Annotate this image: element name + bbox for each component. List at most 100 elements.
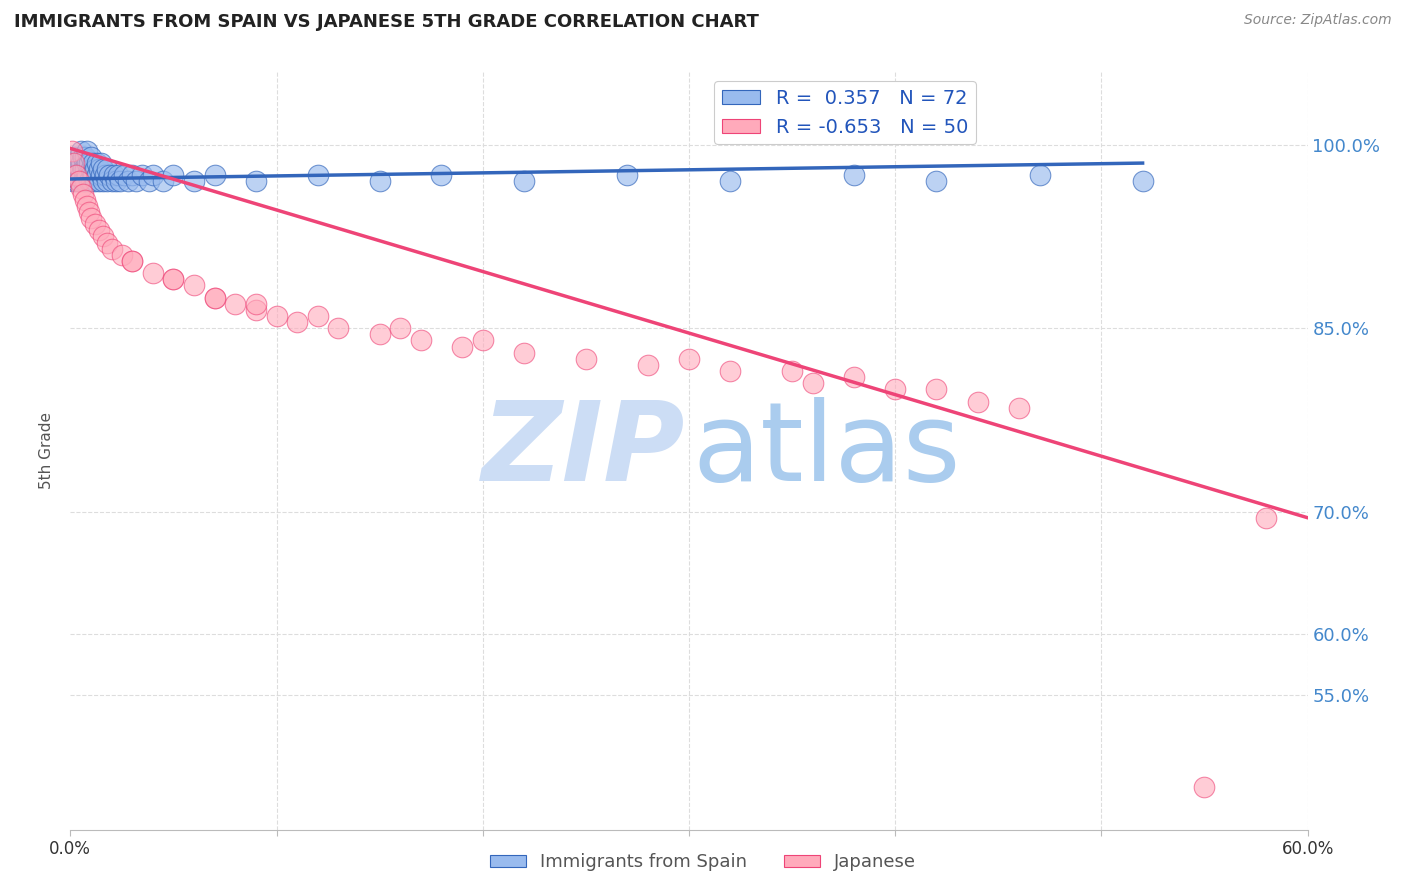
Point [86, 156, 108, 170]
Point [96, 162, 118, 177]
Point [91, 162, 114, 177]
Point [90, 169, 112, 183]
Point [89, 174, 111, 188]
Point [307, 309, 329, 323]
Legend: R =  0.357   N = 72, R = -0.653   N = 50: R = 0.357 N = 72, R = -0.653 N = 50 [714, 81, 976, 145]
Point [1132, 174, 1154, 188]
Text: IMMIGRANTS FROM SPAIN VS JAPANESE 5TH GRADE CORRELATION CHART: IMMIGRANTS FROM SPAIN VS JAPANESE 5TH GR… [14, 13, 759, 31]
Point [678, 351, 700, 366]
Point [76, 156, 98, 170]
Point [111, 248, 134, 262]
Point [67, 174, 90, 188]
Point [103, 169, 125, 183]
Point [84, 217, 107, 231]
Point [142, 266, 165, 280]
Point [307, 169, 329, 183]
Point [107, 169, 129, 183]
Point [121, 254, 143, 268]
Point [94, 169, 117, 183]
Point [73, 162, 96, 177]
Point [73, 193, 96, 207]
Point [131, 169, 153, 183]
Point [142, 169, 165, 183]
Point [430, 169, 453, 183]
Point [82, 169, 104, 183]
Point [224, 296, 246, 310]
Point [63, 156, 86, 170]
Point [77, 174, 100, 188]
Point [76, 199, 98, 213]
Text: atlas: atlas [693, 397, 962, 504]
Point [637, 358, 659, 372]
Point [780, 364, 803, 378]
Point [125, 174, 148, 188]
Point [80, 162, 103, 177]
Point [1028, 169, 1050, 183]
Point [80, 174, 103, 188]
Point [842, 169, 865, 183]
Point [513, 345, 536, 359]
Point [76, 144, 98, 158]
Point [616, 169, 638, 183]
Point [409, 334, 432, 348]
Point [1194, 780, 1216, 794]
Point [65, 169, 87, 183]
Point [925, 174, 948, 188]
Point [60, 162, 83, 177]
Point [60, 144, 83, 158]
Point [89, 162, 111, 177]
Point [162, 272, 184, 286]
Point [513, 174, 536, 188]
Point [91, 174, 114, 188]
Y-axis label: 5th Grade: 5th Grade [39, 412, 55, 489]
Point [104, 174, 127, 188]
Point [69, 180, 91, 194]
Point [91, 229, 114, 244]
Point [368, 174, 391, 188]
Point [204, 291, 226, 305]
Point [67, 162, 90, 177]
Text: ZIP: ZIP [482, 397, 685, 504]
Point [152, 174, 174, 188]
Point [60, 169, 83, 183]
Point [67, 174, 90, 188]
Point [121, 254, 143, 268]
Point [162, 169, 184, 183]
Point [718, 174, 741, 188]
Point [183, 278, 205, 293]
Point [100, 242, 122, 256]
Point [90, 156, 112, 170]
Point [108, 174, 131, 188]
Point [77, 156, 100, 170]
Point [451, 339, 474, 353]
Point [86, 169, 108, 183]
Point [67, 150, 90, 164]
Point [162, 272, 184, 286]
Point [389, 321, 412, 335]
Point [117, 174, 139, 188]
Point [285, 315, 308, 329]
Point [63, 150, 86, 164]
Point [89, 223, 111, 237]
Point [100, 174, 122, 188]
Point [842, 370, 865, 384]
Point [98, 169, 121, 183]
Point [718, 364, 741, 378]
Point [1256, 510, 1278, 524]
Point [65, 150, 87, 164]
Point [77, 205, 100, 219]
Point [72, 186, 94, 201]
Point [801, 376, 824, 391]
Point [72, 150, 94, 164]
Point [76, 169, 98, 183]
Point [204, 169, 226, 183]
Point [72, 174, 94, 188]
Point [84, 162, 107, 177]
Point [69, 169, 91, 183]
Point [62, 174, 84, 188]
Point [245, 302, 267, 317]
Point [575, 351, 598, 366]
Point [245, 296, 267, 310]
Point [96, 235, 118, 250]
Point [471, 334, 494, 348]
